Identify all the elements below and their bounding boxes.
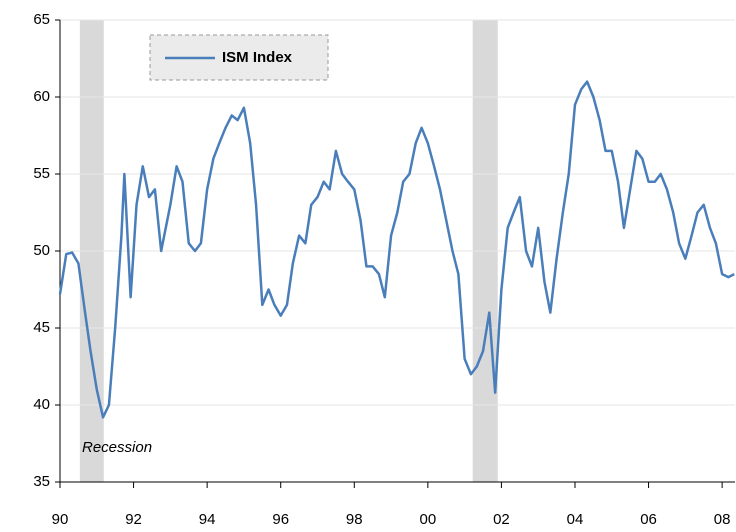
x-tick-label: 98 (346, 511, 363, 528)
x-tick-label: 02 (493, 511, 510, 528)
x-tick-label: 06 (640, 511, 657, 528)
annotation: Recession (82, 439, 152, 456)
x-tick-label: 96 (272, 511, 289, 528)
y-tick-label: 35 (33, 473, 50, 490)
series-line (58, 80, 735, 419)
y-tick-label: 65 (33, 11, 50, 28)
x-tick-label: 08 (714, 511, 731, 528)
x-tick-label: 00 (420, 511, 437, 528)
y-tick-label: 55 (33, 165, 50, 182)
y-tick-label: 45 (33, 319, 50, 336)
legend-label: ISM Index (222, 49, 293, 66)
y-tick-label: 60 (33, 88, 50, 105)
x-tick-label: 92 (125, 511, 142, 528)
y-tick-label: 50 (33, 242, 50, 259)
x-tick-label: 94 (199, 511, 216, 528)
x-tick-label: 90 (52, 511, 69, 528)
x-tick-label: 04 (567, 511, 584, 528)
y-tick-label: 40 (33, 396, 50, 413)
